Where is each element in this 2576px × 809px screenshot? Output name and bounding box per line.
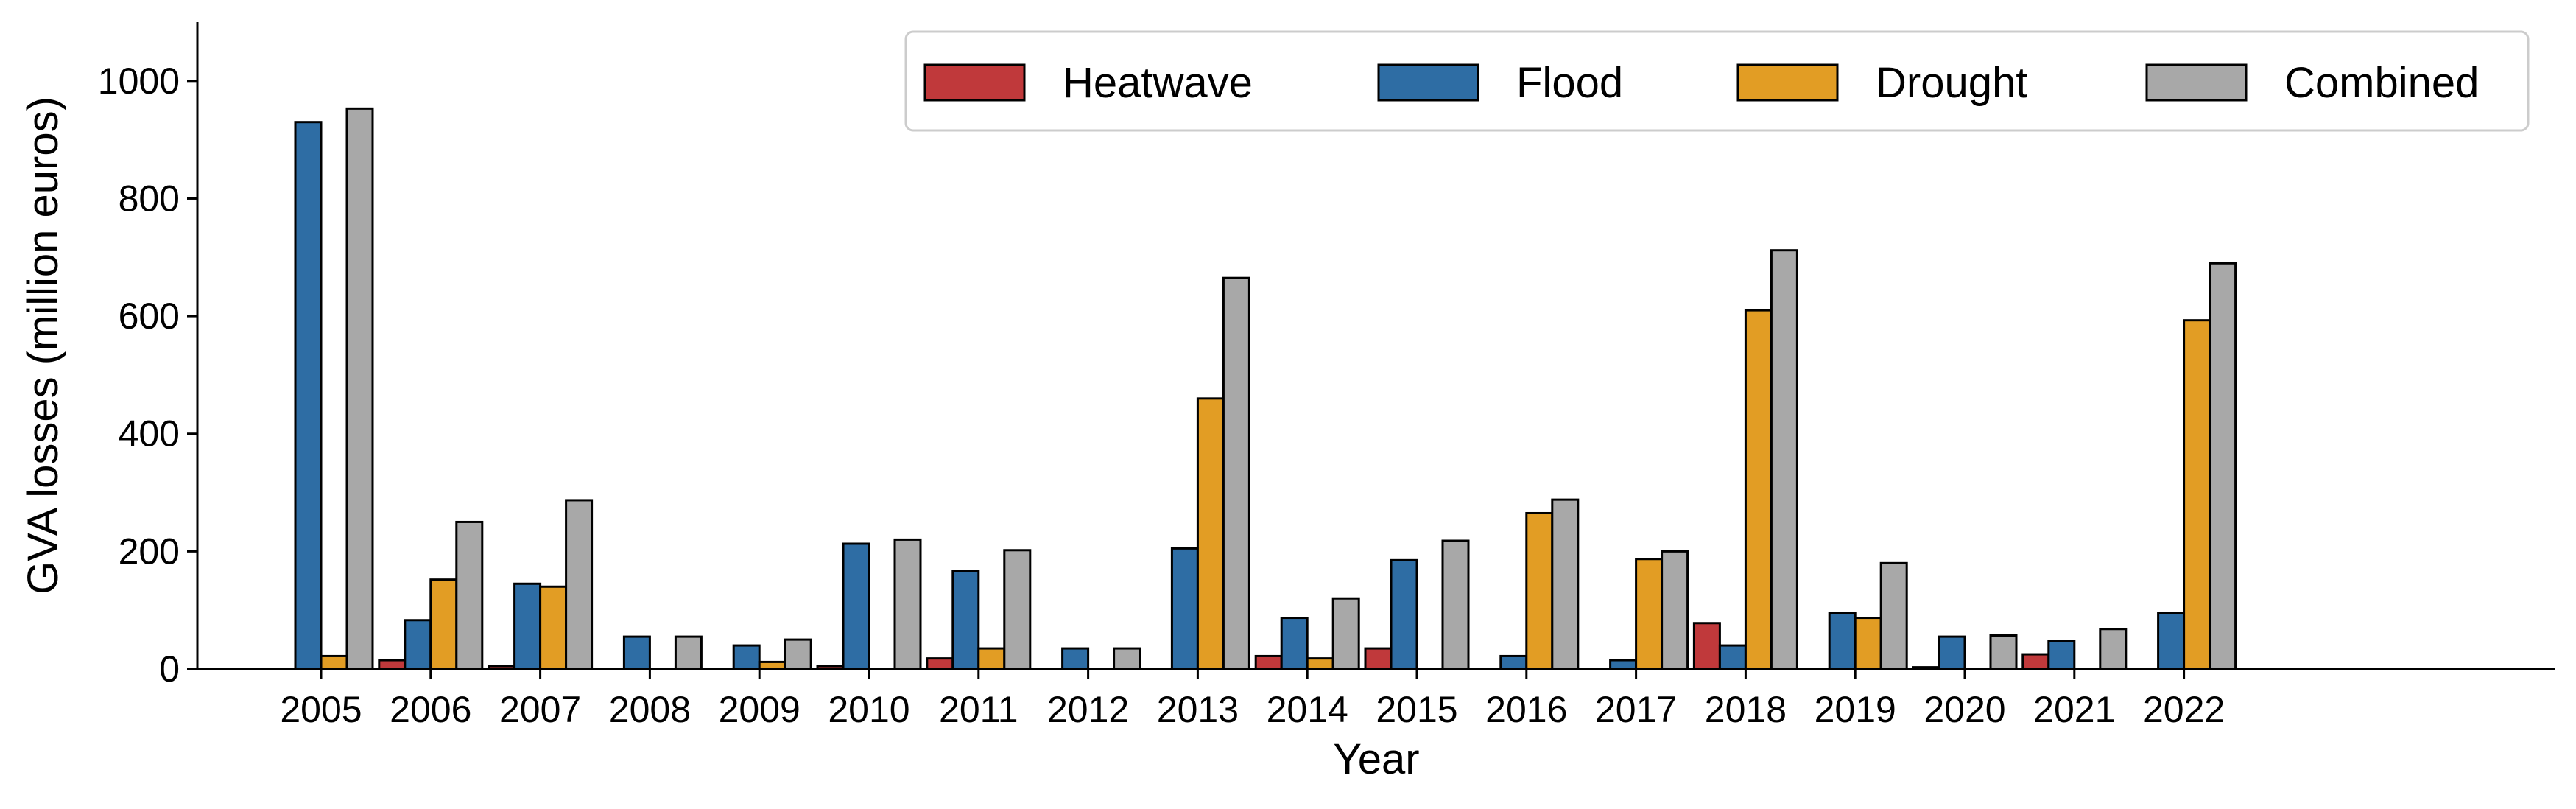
bar-flood-2016 [1499,654,1528,670]
legend-label-heatwave: Heatwave [1063,59,1253,107]
bar-combined-2022 [2209,262,2237,670]
bar-heatwave-2006 [378,659,407,670]
bar-flood-2020 [1938,635,1966,670]
x-tick-label: 2013 [1157,689,1239,730]
legend-label-combined: Combined [2284,59,2479,107]
bar-drought-2011 [977,647,1006,670]
bar-combined-2008 [674,635,703,670]
x-tick-label: 2019 [1815,689,1896,730]
bar-flood-2015 [1390,558,1418,670]
y-axis-title: GVA losses (million euros) [19,97,67,595]
bar-flood-2022 [2157,612,2186,670]
legend-swatch-heatwave [923,63,1026,102]
x-tick-label: 2005 [280,689,362,730]
x-tick-label: 2020 [1924,689,2005,730]
legend-swatch-combined [2145,63,2248,102]
bar-combined-2019 [1879,561,1908,670]
y-ticks: 0 200 400 600 800 1000 [98,60,197,690]
bars-layer [294,107,2237,670]
bar-combined-2018 [1770,249,1798,670]
x-tick-label: 2021 [2033,689,2115,730]
x-tick-label: 2022 [2143,689,2225,730]
legend-frame [904,30,2530,132]
bar-combined-2007 [565,499,594,670]
bar-flood-2018 [1718,644,1747,670]
legend-swatch-drought [1736,63,1839,102]
bar-heatwave-2015 [1364,647,1393,670]
x-tick-label: 2006 [390,689,471,730]
bar-flood-2009 [732,644,761,670]
bar-flood-2008 [622,635,651,670]
bar-heatwave-2018 [1692,622,1721,670]
bar-drought-2016 [1525,511,1554,670]
x-tick-label: 2017 [1595,689,1677,730]
bar-combined-2010 [893,538,922,670]
y-tick-label: 1000 [98,60,180,102]
bar-flood-2005 [294,121,323,670]
legend-label-drought: Drought [1876,59,2027,107]
bar-drought-2013 [1196,397,1225,670]
y-tick-label: 200 [119,530,180,572]
bar-drought-2006 [429,578,458,670]
bar-combined-2011 [1003,549,1032,670]
bar-heatwave-2014 [1254,654,1283,670]
legend-swatch-flood [1377,63,1479,102]
bar-flood-2017 [1609,659,1638,670]
bar-drought-2017 [1635,558,1664,670]
bar-combined-2009 [784,638,812,670]
y-tick-label: 800 [119,178,180,219]
y-tick-label: 0 [159,648,180,690]
bar-drought-2007 [539,585,568,670]
bar-combined-2017 [1661,550,1689,670]
bar-combined-2012 [1113,647,1141,670]
legend-label-flood: Flood [1516,59,1623,107]
bar-flood-2006 [404,619,432,670]
bar-drought-2022 [2183,319,2211,670]
bar-combined-2016 [1551,498,1580,670]
x-tick-label: 2010 [828,689,909,730]
x-tick-label: 2014 [1267,689,1348,730]
y-tick-label: 600 [119,295,180,337]
x-tick-label: 2016 [1485,689,1567,730]
bar-flood-2019 [1828,612,1857,670]
bar-drought-2005 [320,654,348,670]
x-tick-label: 2018 [1705,689,1787,730]
x-tick-label: 2008 [609,689,691,730]
bar-flood-2010 [842,542,870,670]
x-tick-label: 2011 [939,689,1018,730]
bar-flood-2012 [1061,647,1090,670]
bar-flood-2014 [1280,617,1309,670]
bar-combined-2014 [1331,597,1360,670]
bar-heatwave-2011 [926,657,954,670]
bar-flood-2007 [513,582,542,670]
bar-combined-2015 [1441,539,1470,670]
x-tick-label: 2009 [719,689,800,730]
bar-drought-2014 [1306,657,1334,670]
x-ticks: 2005 2006 2007 2008 2009 2010 2011 2012 2013 2014… [280,669,2225,730]
bar-combined-2006 [455,520,484,670]
legend: Heatwave Flood Drought Combined [904,30,2530,132]
bar-combined-2005 [345,107,374,670]
bar-flood-2011 [951,570,980,670]
y-tick-label: 400 [119,413,180,455]
bar-drought-2018 [1744,309,1773,670]
bar-heatwave-2021 [2021,653,2050,670]
x-tick-label: 2012 [1047,689,1129,730]
x-tick-label: 2015 [1376,689,1457,730]
bar-combined-2013 [1222,276,1250,670]
bar-drought-2019 [1854,617,1882,670]
bar-flood-2021 [2047,640,2076,670]
axes-layer [196,22,2555,670]
x-axis-title: Year [1333,735,1419,783]
bar-combined-2021 [2099,628,2128,670]
bar-flood-2013 [1170,547,1199,670]
bar-combined-2020 [1989,634,2018,670]
x-tick-label: 2007 [499,689,581,730]
